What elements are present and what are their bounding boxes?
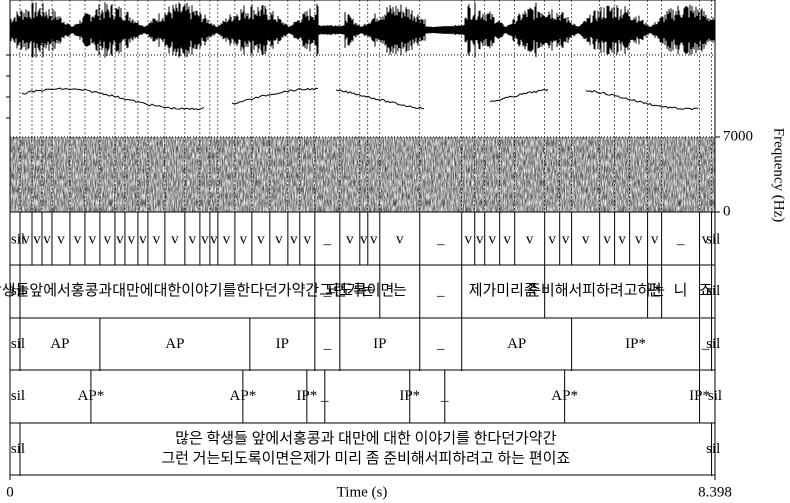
point-label: IP* <box>399 388 420 404</box>
interval-label: AP <box>50 336 69 352</box>
interval-label: v <box>526 231 534 247</box>
interval-label: v <box>346 231 354 247</box>
interval-label: 편 <box>648 282 662 299</box>
interval-label: v <box>116 231 124 247</box>
interval-label: _ <box>436 231 445 247</box>
frequency-tick-label: 7000 <box>723 128 753 144</box>
interval-label: v <box>189 231 197 247</box>
point-label: _ <box>320 388 329 404</box>
interval-label: v <box>240 231 248 247</box>
interval-label: AP <box>507 336 526 352</box>
interval-label: v <box>370 231 378 247</box>
frequency-axis-label: Frequency (Hz) <box>771 128 787 223</box>
point-label: sil <box>708 388 722 404</box>
point-label: AP* <box>551 388 578 404</box>
interval-label: v <box>104 231 112 247</box>
praat-picture: Time (s) Frequency (Hz) 08.39807000silvv… <box>0 0 790 503</box>
interval-label: v <box>43 231 51 247</box>
interval-label: sil <box>11 441 25 457</box>
frequency-tick-label: 0 <box>723 203 731 219</box>
interval-label: v <box>603 231 611 247</box>
interval-label: _ <box>323 231 332 247</box>
interval-label: IP* <box>625 336 646 352</box>
interval-label: IP <box>276 336 289 352</box>
interval-label: 는 <box>393 282 407 299</box>
interval-label: sil <box>706 441 720 457</box>
interval-label: 그런 거는되도록이면은제가 미리 좀 준비해서피하려고 하는 편이죠 <box>161 450 570 467</box>
interval-label: v <box>488 231 496 247</box>
interval-label: v <box>582 231 590 247</box>
waveform <box>10 2 715 58</box>
interval-label: _ <box>436 336 445 352</box>
interval-label: v <box>139 231 147 247</box>
interval-label: v <box>651 231 659 247</box>
interval-label: _ <box>323 336 332 352</box>
interval-label: v <box>562 231 570 247</box>
interval-label: sil <box>706 283 720 299</box>
interval-label: 많은 학생들 앞에서홍콩과 대만에 대한 이야기를 한다던가약간 <box>175 429 557 447</box>
interval-label: v <box>257 231 265 247</box>
time-tick-label: 8.398 <box>698 484 732 500</box>
interval-label: v <box>153 231 161 247</box>
interval-label: sil <box>706 231 720 247</box>
signal-panels <box>6 2 715 118</box>
interval-label: v <box>618 231 626 247</box>
interval-label: IP <box>373 336 386 352</box>
interval-label: v <box>128 231 136 247</box>
interval-label: v <box>275 231 283 247</box>
interval-label: v <box>223 231 231 247</box>
interval-label: AP <box>165 336 184 352</box>
time-tick-label: 0 <box>6 484 14 500</box>
interval-label: v <box>57 231 65 247</box>
interval-label: v <box>635 231 643 247</box>
interval-label: 되도록이면 <box>325 282 394 299</box>
interval-label: v <box>476 231 484 247</box>
interval-label: v <box>503 231 511 247</box>
pitch-track <box>22 88 698 110</box>
interval-label: v <box>171 231 179 247</box>
interval-label: v <box>396 231 404 247</box>
point-label: sil <box>11 388 25 404</box>
interval-label: v <box>290 231 298 247</box>
interval-label: 준비해서피하려고하는 <box>527 282 665 299</box>
point-label: AP* <box>78 388 105 404</box>
interval-label: v <box>201 231 209 247</box>
interval-label: v <box>360 231 368 247</box>
interval-label: v <box>304 231 312 247</box>
point-label: AP* <box>230 388 257 404</box>
point-label: IP* <box>296 388 317 404</box>
interval-label: v <box>33 231 41 247</box>
interval-label: v <box>210 231 218 247</box>
interval-label: _ <box>676 231 685 247</box>
point-label: _ <box>440 388 449 404</box>
interval-label: v <box>464 231 472 247</box>
interval-label: sil <box>11 336 25 352</box>
spectrogram <box>10 137 715 212</box>
interval-label: v <box>22 231 30 247</box>
interval-label: v <box>548 231 556 247</box>
point-label: IP* <box>689 388 710 404</box>
interval-label: 니 <box>674 282 688 299</box>
interval-label: _ <box>436 283 445 299</box>
interval-label: v <box>74 231 82 247</box>
interval-label: 많은학생들앞에서홍콩과대만에대한이야기를한다던가약간그런거는 <box>0 281 375 299</box>
time-axis-label: Time (s) <box>337 484 388 500</box>
interval-label: sil <box>706 336 720 352</box>
interval-label: v <box>89 231 97 247</box>
